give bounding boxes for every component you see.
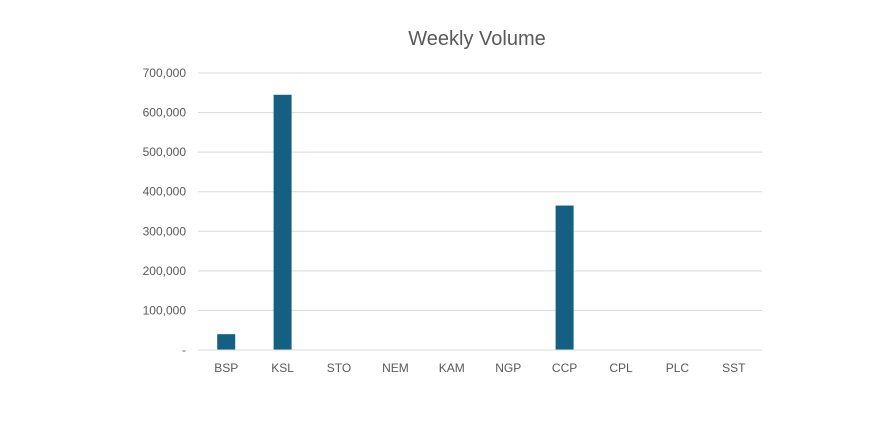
y-tick-label: 200,000: [143, 264, 187, 278]
y-tick-label: 100,000: [143, 303, 187, 317]
x-tick-label: CCP: [552, 361, 577, 375]
x-tick-label: NEM: [382, 361, 409, 375]
bars: [217, 94, 574, 350]
bar-ccp: [555, 205, 574, 350]
y-tick-label: 300,000: [143, 224, 187, 238]
x-tick-label: NGP: [495, 361, 521, 375]
y-tick-label: 700,000: [143, 66, 187, 80]
y-axis-ticks: - 100,000 200,000 300,000 400,000 500,000 600,…: [143, 66, 187, 357]
x-tick-label: BSP: [214, 361, 238, 375]
y-tick-label: 600,000: [143, 106, 187, 120]
y-tick-label: 400,000: [143, 185, 187, 199]
x-tick-label: KAM: [439, 361, 465, 375]
x-axis-ticks: BSP KSL STO NEM KAM NGP CCP CPL PLC SST: [214, 361, 746, 375]
y-tick-label: -: [182, 343, 186, 357]
x-tick-label: PLC: [666, 361, 690, 375]
bar-ksl: [273, 94, 292, 350]
x-tick-label: SST: [722, 361, 746, 375]
chart-title: Weekly Volume: [408, 28, 546, 50]
x-tick-label: CPL: [609, 361, 633, 375]
x-tick-label: STO: [327, 361, 351, 375]
y-tick-label: 500,000: [143, 145, 187, 159]
gridlines: [198, 72, 762, 311]
x-tick-label: KSL: [271, 361, 294, 375]
bar-bsp: [217, 334, 236, 350]
